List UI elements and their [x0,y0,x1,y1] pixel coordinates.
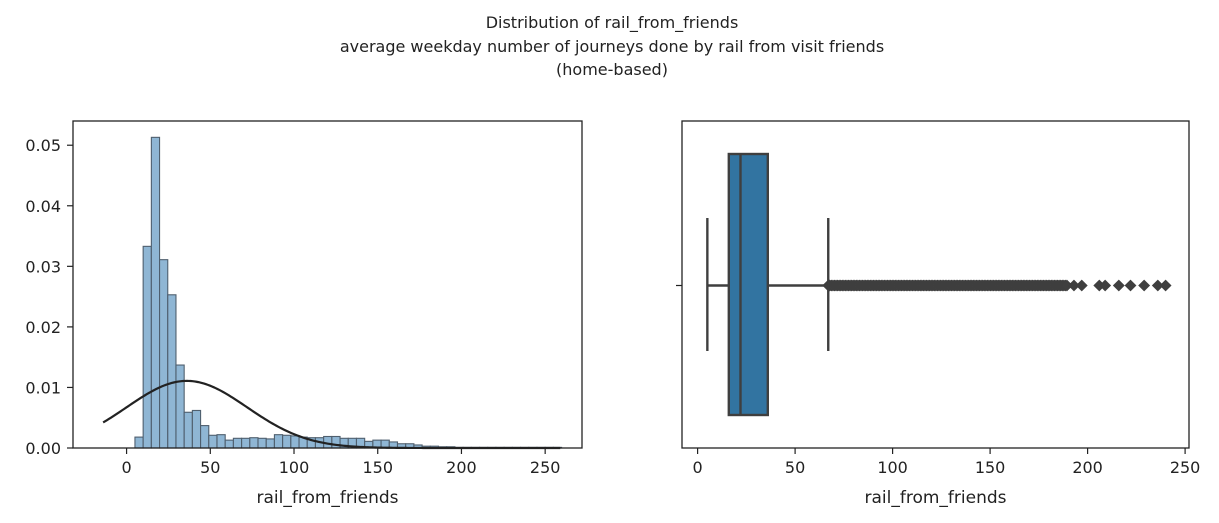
histogram-bar [273,434,284,449]
histogram-x-axis-label: rail_from_friends [257,488,399,508]
histogram-panel: 0 50 100 150 200 250 0.00 0.01 0.02 0.03 0.04 0.05… [25,120,583,508]
histogram-x-ticks: 0 50 100 150 200 250 [121,448,560,477]
histogram-bars [134,136,563,449]
outlier-point [1159,279,1172,292]
histogram-bar [216,434,226,449]
y-tick-label: 0.00 [25,439,61,458]
histogram-bar [134,436,144,449]
histogram-bar [290,435,300,449]
histogram-bar [241,437,251,449]
histogram-bar [200,425,210,449]
x-tick-label: 250 [530,458,561,477]
suptitle-line-2: average weekday number of journeys done … [340,37,884,56]
suptitle-line-1: Distribution of rail_from_friends [486,13,739,33]
histogram-y-ticks: 0.00 0.01 0.02 0.03 0.04 0.05 [25,136,73,458]
histogram-bar [191,409,202,449]
histogram-bar [265,438,275,449]
x-tick-label: 50 [200,458,220,477]
histogram-bar [208,434,218,449]
y-tick-label: 0.01 [25,378,61,397]
x-tick-label: 200 [1072,458,1103,477]
outlier-point [1124,279,1137,292]
histogram-bar [282,434,292,449]
boxplot-axes-frame [681,120,1190,449]
boxplot-elements [676,152,1172,417]
boxplot-panel: 0 50 100 150 200 250 rail_from_friends [676,120,1201,508]
x-tick-label: 200 [446,458,477,477]
x-tick-label: 100 [279,458,310,477]
histogram-bar [249,437,259,449]
histogram-bar [167,294,177,449]
histogram-bar [150,136,161,449]
histogram-bar [159,259,169,449]
x-tick-label: 0 [693,458,703,477]
histogram-bar [175,364,185,449]
outlier-point [1112,279,1125,292]
y-tick-label: 0.03 [25,257,61,276]
outlier-point [1138,279,1151,292]
x-tick-label: 150 [975,458,1006,477]
x-tick-label: 100 [877,458,908,477]
outlier-point [1075,279,1088,292]
histogram-bar [232,437,243,449]
histogram-bar [142,245,152,449]
x-tick-label: 250 [1170,458,1201,477]
y-tick-label: 0.02 [25,318,61,337]
y-tick-label: 0.05 [25,136,61,155]
histogram-axes-frame [72,120,583,449]
histogram-bar [257,437,267,449]
histogram-bar [224,439,234,449]
outlier-point [1099,279,1112,292]
suptitle-line-3: (home-based) [556,60,668,79]
x-tick-label: 50 [785,458,805,477]
x-tick-label: 150 [362,458,393,477]
boxplot-x-axis-label: rail_from_friends [865,488,1007,508]
boxplot-x-ticks: 0 50 100 150 200 250 [693,448,1201,477]
y-tick-label: 0.04 [25,197,61,216]
histogram-bar [183,411,193,449]
x-tick-label: 0 [121,458,131,477]
interquartile-box [727,152,769,417]
